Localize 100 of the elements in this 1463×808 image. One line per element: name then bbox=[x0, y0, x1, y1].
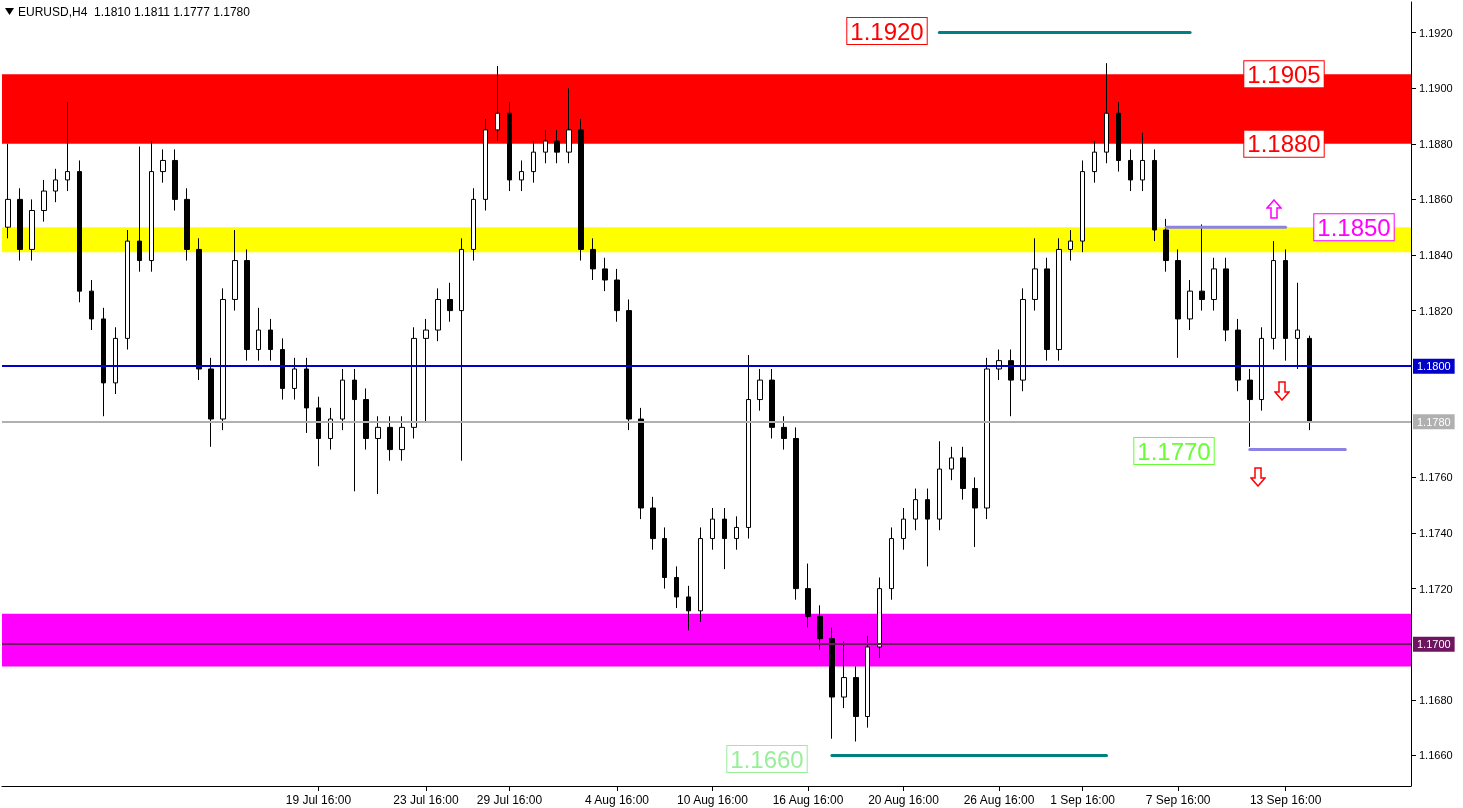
candlestick bbox=[447, 282, 453, 323]
candlestick bbox=[113, 326, 118, 395]
candlestick bbox=[722, 507, 727, 570]
candlestick bbox=[877, 576, 882, 659]
candlestick bbox=[769, 368, 775, 439]
x-tick-label: 19 Jul 16:00 bbox=[285, 793, 352, 807]
candlestick bbox=[590, 237, 596, 281]
candlestick bbox=[328, 407, 333, 451]
candlestick bbox=[149, 140, 154, 273]
candlestick bbox=[841, 640, 847, 709]
y-tick-label: 1.1860 bbox=[1419, 193, 1453, 206]
candlestick bbox=[1056, 237, 1062, 362]
candlestick bbox=[280, 337, 285, 401]
y-tick-label: 1.1920 bbox=[1419, 26, 1453, 39]
candlestick bbox=[304, 357, 309, 434]
candlestick bbox=[1283, 248, 1288, 362]
candlestick bbox=[77, 159, 82, 303]
candlestick bbox=[698, 526, 703, 623]
y-tick-label: 1.1680 bbox=[1419, 693, 1453, 706]
x-tick-label: 26 Aug 16:00 bbox=[963, 793, 1035, 807]
candlestick bbox=[160, 148, 166, 184]
candlestick bbox=[1163, 218, 1169, 273]
candlestick bbox=[399, 415, 405, 462]
candlestick bbox=[853, 665, 859, 743]
candlestick bbox=[411, 326, 417, 439]
candlestick bbox=[913, 488, 918, 531]
candlestick bbox=[423, 318, 429, 423]
candlestick bbox=[435, 287, 441, 342]
candlestick bbox=[865, 635, 870, 729]
annotation: 1.1905 bbox=[1247, 60, 1321, 88]
x-tick-label: 7 Sep 16:00 bbox=[1145, 793, 1211, 807]
candlestick bbox=[519, 159, 524, 192]
candlestick bbox=[805, 563, 811, 629]
candlestick bbox=[1128, 148, 1133, 192]
x-tick-label: 4 Aug 16:00 bbox=[584, 793, 650, 807]
y-tick-label: 1.1740 bbox=[1419, 527, 1453, 540]
candlestick bbox=[256, 307, 261, 362]
candlestick bbox=[1187, 279, 1193, 331]
y-tick-label: 1.1760 bbox=[1419, 471, 1453, 484]
candlestick bbox=[674, 565, 679, 609]
candlestick bbox=[901, 507, 906, 551]
ref-line-label: 1.1800 bbox=[1417, 360, 1451, 373]
chart-title: EURUSD,H4 1.1810 1.1811 1.1777 1.1780 bbox=[18, 5, 250, 19]
candlestick bbox=[387, 415, 393, 462]
candlestick bbox=[566, 87, 572, 164]
candlestick bbox=[554, 129, 560, 164]
candlestick bbox=[29, 198, 35, 262]
x-tick-label: 10 Aug 16:00 bbox=[677, 793, 749, 807]
candlestick bbox=[1235, 318, 1241, 392]
y-tick-label: 1.1880 bbox=[1419, 137, 1453, 150]
candlestick bbox=[960, 446, 966, 501]
candlestick bbox=[471, 187, 476, 262]
candlestick bbox=[614, 268, 620, 323]
annotation: 1.1850 bbox=[1317, 213, 1391, 241]
annotation: 1.1770 bbox=[1137, 437, 1211, 465]
candlestick bbox=[817, 604, 823, 651]
y-tick-label: 1.1820 bbox=[1419, 304, 1453, 317]
candlestick bbox=[1068, 229, 1073, 262]
candlestick bbox=[268, 318, 273, 362]
candlestick bbox=[1223, 257, 1229, 342]
annotation: 1.1920 bbox=[850, 17, 924, 45]
candlestick bbox=[316, 396, 321, 467]
candlestick bbox=[925, 488, 930, 567]
candlestick bbox=[734, 515, 739, 551]
candlestick bbox=[1152, 148, 1157, 242]
candlestick bbox=[757, 368, 763, 412]
y-tick-label: 1.1900 bbox=[1419, 82, 1453, 95]
candlestick bbox=[746, 354, 751, 540]
candlestick bbox=[375, 415, 381, 495]
x-tick-label: 20 Aug 16:00 bbox=[868, 793, 940, 807]
candlestick bbox=[662, 526, 667, 590]
candlestick bbox=[172, 148, 178, 212]
candlestick bbox=[1140, 132, 1145, 192]
x-tick-label: 23 Jul 16:00 bbox=[393, 793, 459, 807]
candlestick bbox=[232, 229, 238, 312]
x-tick-label: 29 Jul 16:00 bbox=[476, 793, 543, 807]
candlestick bbox=[208, 357, 214, 448]
candlestick bbox=[543, 129, 548, 164]
candlestick bbox=[459, 237, 464, 462]
ref-line-label: 1.1700 bbox=[1417, 638, 1451, 651]
candlestick bbox=[1175, 248, 1181, 359]
x-tick-label: 1 Sep 16:00 bbox=[1050, 793, 1116, 807]
candlestick bbox=[626, 298, 632, 431]
candlestick bbox=[1092, 140, 1097, 184]
candlestick bbox=[340, 368, 345, 431]
candlestick bbox=[650, 496, 656, 551]
candlestick bbox=[889, 526, 894, 601]
x-tick-label: 16 Aug 16:00 bbox=[772, 793, 844, 807]
y-tick-label: 1.1720 bbox=[1419, 582, 1453, 595]
candlestick bbox=[1116, 101, 1121, 173]
candlestick bbox=[53, 168, 58, 203]
candlestick bbox=[1295, 282, 1300, 370]
candlestick bbox=[5, 143, 11, 239]
candlestick bbox=[602, 257, 608, 292]
candlestick bbox=[972, 476, 978, 548]
candlestick bbox=[292, 357, 297, 401]
candlestick bbox=[101, 307, 106, 417]
candlestick bbox=[352, 368, 357, 492]
candlestick bbox=[829, 627, 835, 740]
candlestick bbox=[220, 287, 226, 431]
